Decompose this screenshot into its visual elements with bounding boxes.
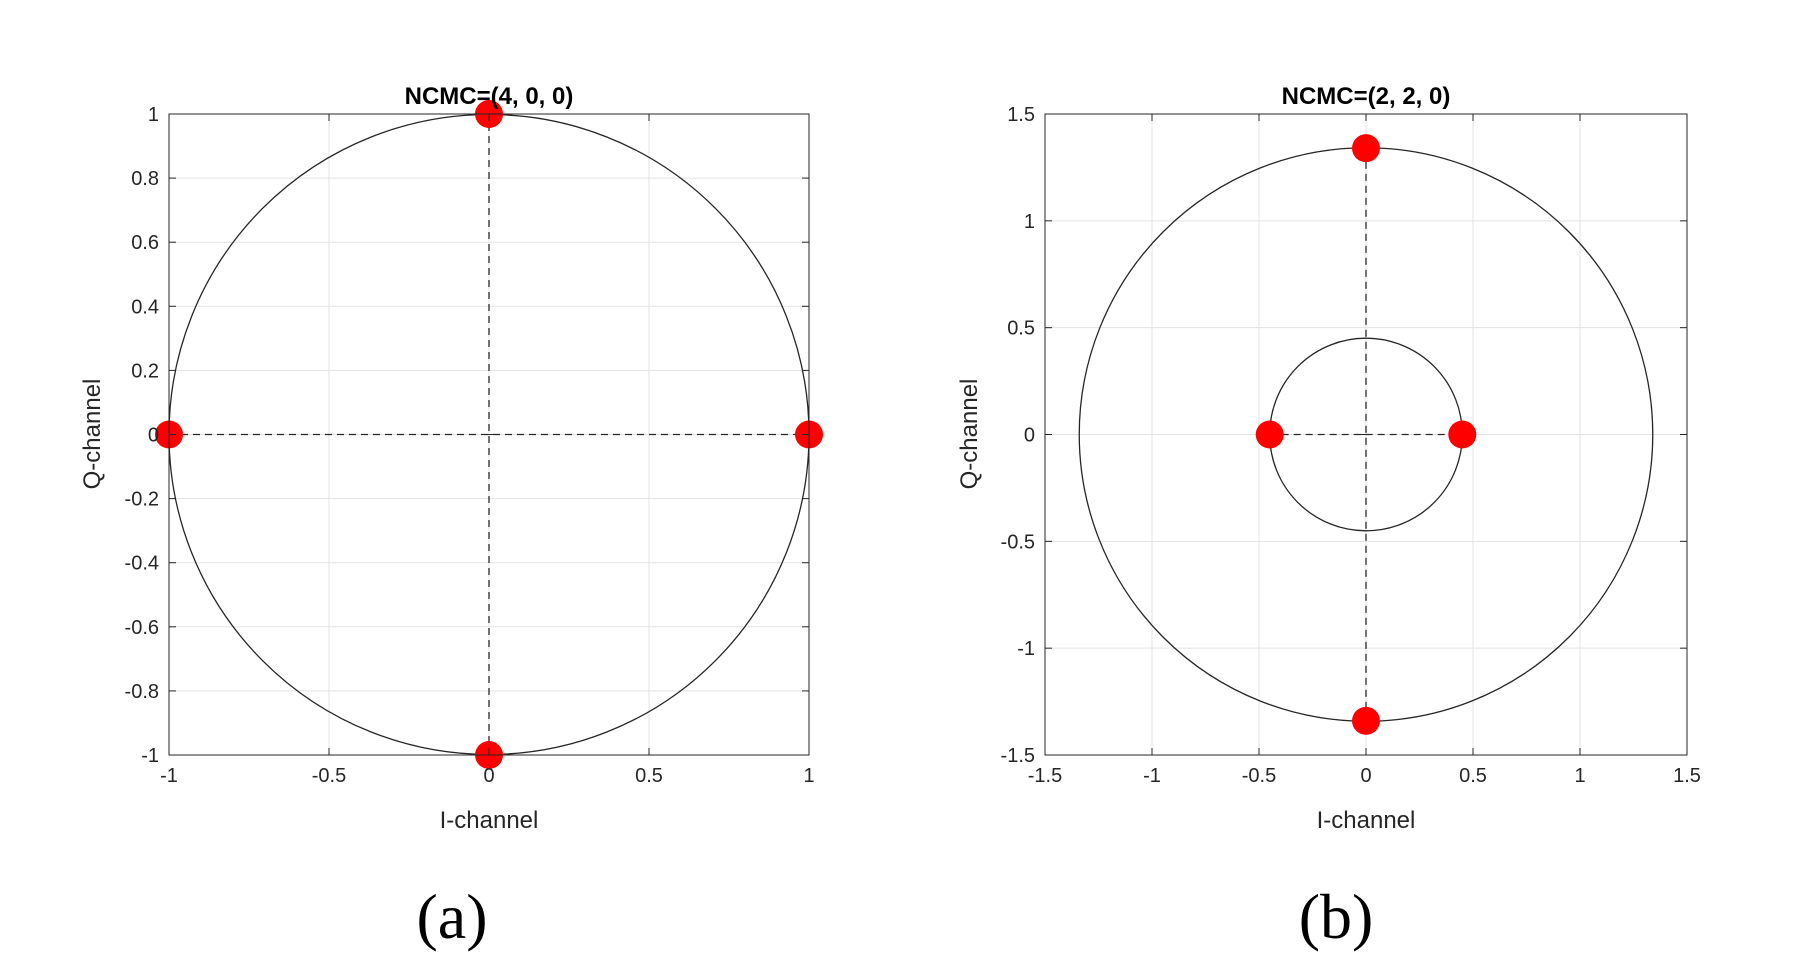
caption-b: (b) xyxy=(1299,881,1374,952)
y-tick-label: -1.5 xyxy=(1001,745,1035,767)
y-tick-label: 0.8 xyxy=(131,168,159,190)
y-tick-label: -1 xyxy=(141,745,159,767)
y-tick-label: 1.5 xyxy=(1007,104,1035,126)
y-tick-label: 0 xyxy=(148,425,159,447)
y-tick-label: 0.2 xyxy=(131,360,159,382)
x-tick-label: -0.5 xyxy=(312,765,346,787)
y-tick-label: 0.5 xyxy=(1007,318,1035,340)
constellation-point xyxy=(1255,420,1284,449)
constellation-point xyxy=(1352,706,1380,735)
chart-title-b: NCMC=(2, 2, 0) xyxy=(1282,83,1451,110)
y-axis-label-b: Q-channel xyxy=(956,379,983,490)
caption-a: (a) xyxy=(416,881,487,952)
x-axis-label-b: I-channel xyxy=(1317,807,1416,834)
y-tick-label: -0.2 xyxy=(125,489,159,511)
panel-b: -1.5 -1 -0.5 0 0.5 1 1.5 -1.5 -1 -0.5 0 0.5 1 1.5 NCM… xyxy=(956,83,1701,952)
x-tick-label: -0.5 xyxy=(1242,765,1276,787)
constellation-point xyxy=(1352,134,1380,163)
panel-a: -1 -0.5 0 0.5 1 -1 -0.8 -0.6 -0.4 -0.2 0 0.2 0.4 0.6 0… xyxy=(79,83,823,952)
x-tick-label: 1.5 xyxy=(1673,765,1701,787)
x-tick-label: 0 xyxy=(1360,765,1371,787)
y-tick-label: -0.5 xyxy=(1001,531,1035,553)
y-tick-label: 0.4 xyxy=(131,296,159,318)
ticks-b: -1.5 -1 -0.5 0 0.5 1 1.5 -1.5 -1 -0.5 0 0.5 1 1.5 xyxy=(1001,104,1701,787)
y-tick-label: 0 xyxy=(1024,425,1035,447)
y-tick-label: -0.8 xyxy=(125,681,159,703)
y-tick-label: -1 xyxy=(1017,638,1035,660)
x-tick-label: -1 xyxy=(160,765,178,787)
x-tick-label: -1.5 xyxy=(1028,765,1062,787)
marks-b xyxy=(1078,134,1654,735)
x-tick-label: 0.5 xyxy=(1459,765,1487,787)
x-tick-label: -1 xyxy=(1143,765,1161,787)
x-tick-label: 0 xyxy=(483,765,494,787)
y-tick-label: 0.6 xyxy=(131,232,159,254)
x-tick-label: 0.5 xyxy=(635,765,663,787)
x-axis-label-a: I-channel xyxy=(440,807,539,834)
x-tick-label: 1 xyxy=(803,765,814,787)
x-tick-label: 1 xyxy=(1574,765,1585,787)
ticks-a: -1 -0.5 0 0.5 1 -1 -0.8 -0.6 -0.4 -0.2 0 0.2 0.4 0.6 0… xyxy=(125,104,815,787)
constellation-point xyxy=(1448,420,1477,449)
chart-title-a: NCMC=(4, 0, 0) xyxy=(405,83,574,110)
y-axis-label-a: Q-channel xyxy=(79,379,106,490)
y-tick-label: -0.4 xyxy=(125,553,159,575)
y-tick-label: -0.6 xyxy=(125,617,159,639)
y-tick-label: 1 xyxy=(148,104,159,126)
y-tick-label: 1 xyxy=(1024,211,1035,233)
